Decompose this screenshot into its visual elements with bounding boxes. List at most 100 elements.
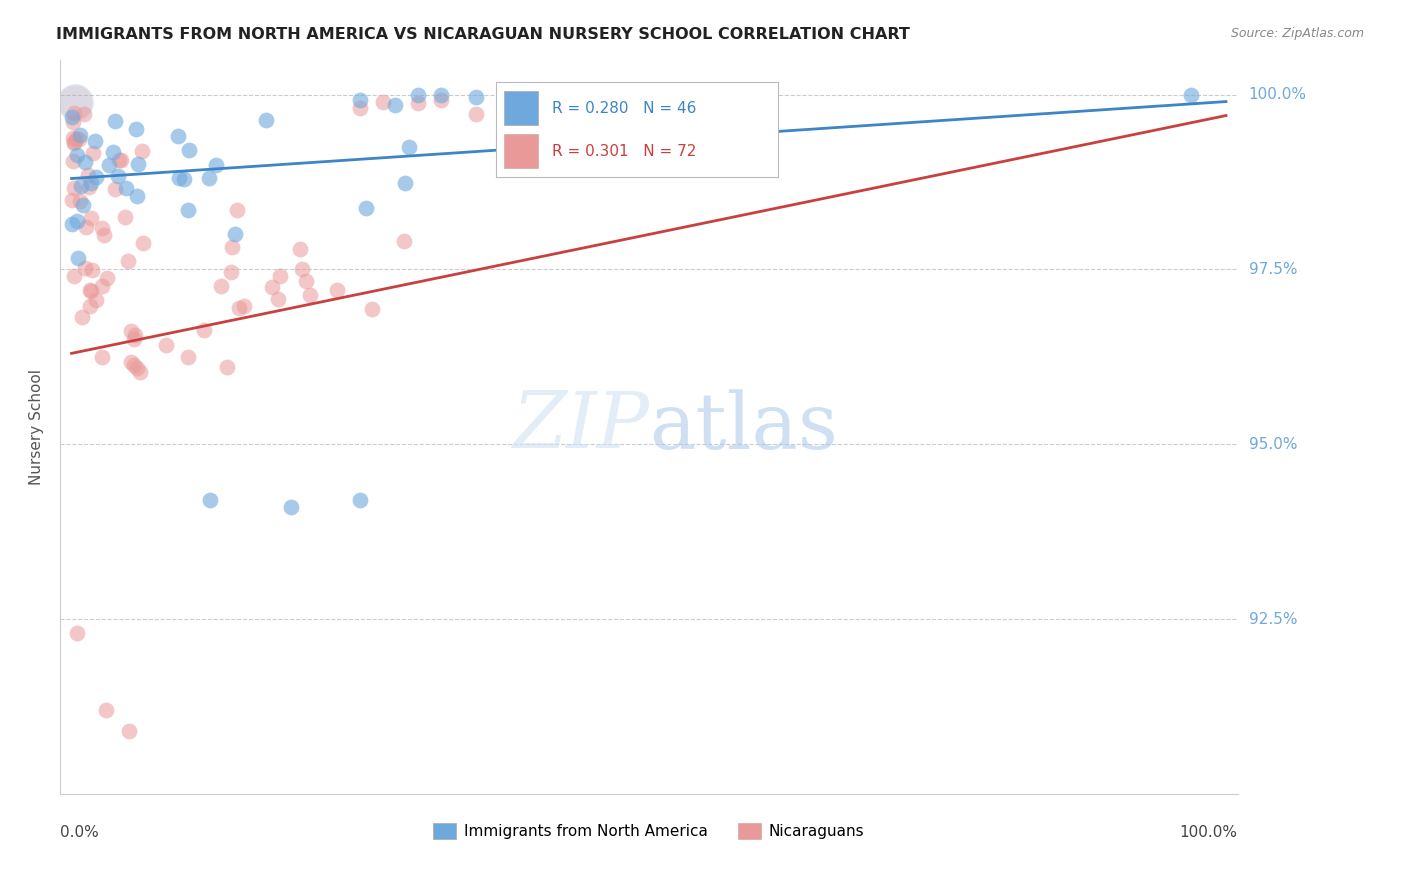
Nicaraguans xyxy=(125,361,148,376)
Nicaraguans xyxy=(82,146,104,161)
Nicaraguans xyxy=(69,194,91,208)
Nicaraguans xyxy=(406,96,429,111)
Point xyxy=(63,95,86,109)
Nicaraguans xyxy=(291,262,314,277)
Immigrants from North America xyxy=(349,93,371,107)
Nicaraguans xyxy=(76,169,98,183)
Immigrants from North America xyxy=(224,227,246,242)
Immigrants from North America xyxy=(115,180,138,194)
Immigrants from North America xyxy=(103,145,125,160)
Nicaraguans xyxy=(91,221,114,235)
Nicaraguans xyxy=(131,145,153,159)
Nicaraguans xyxy=(80,284,103,298)
Nicaraguans xyxy=(79,283,101,297)
Nicaraguans xyxy=(62,115,84,129)
Nicaraguans xyxy=(104,182,127,196)
Y-axis label: Nursery School: Nursery School xyxy=(30,368,44,485)
Nicaraguans xyxy=(108,153,131,167)
Immigrants from North America xyxy=(254,112,277,127)
Immigrants from North America xyxy=(354,201,377,215)
Nicaraguans xyxy=(63,268,86,283)
Immigrants from North America xyxy=(177,143,200,157)
Legend: Immigrants from North America, Nicaraguans: Immigrants from North America, Nicaragua… xyxy=(427,817,870,845)
Immigrants from North America xyxy=(204,158,226,172)
Nicaraguans xyxy=(96,271,118,285)
Immigrants from North America xyxy=(579,97,602,112)
Text: 0.0%: 0.0% xyxy=(60,824,98,839)
Point xyxy=(63,95,86,109)
Nicaraguans xyxy=(62,153,84,168)
Nicaraguans xyxy=(118,724,141,739)
Nicaraguans xyxy=(91,351,114,365)
Nicaraguans xyxy=(84,293,107,307)
Nicaraguans xyxy=(499,93,522,107)
Immigrants from North America xyxy=(107,169,129,184)
Text: ZIP: ZIP xyxy=(512,389,648,465)
Nicaraguans xyxy=(219,265,242,279)
Nicaraguans xyxy=(295,273,318,287)
Immigrants from North America xyxy=(60,110,83,124)
Nicaraguans xyxy=(63,136,86,150)
Nicaraguans xyxy=(262,280,284,294)
Immigrants from North America xyxy=(280,500,302,515)
Immigrants from North America xyxy=(177,203,200,218)
Nicaraguans xyxy=(430,93,453,107)
Nicaraguans xyxy=(349,101,371,115)
Nicaraguans xyxy=(62,135,84,149)
Nicaraguans xyxy=(361,302,384,317)
Nicaraguans xyxy=(60,193,83,207)
Nicaraguans xyxy=(65,131,87,145)
Nicaraguans xyxy=(155,338,177,352)
Nicaraguans xyxy=(373,95,395,109)
Nicaraguans xyxy=(288,242,311,256)
Nicaraguans xyxy=(73,261,96,276)
Nicaraguans xyxy=(177,350,200,364)
Nicaraguans xyxy=(80,262,103,277)
Immigrants from North America xyxy=(1180,87,1202,102)
Immigrants from North America xyxy=(62,218,84,232)
Immigrants from North America xyxy=(127,157,149,171)
Immigrants from North America xyxy=(66,148,89,162)
Nicaraguans xyxy=(221,240,243,254)
Immigrants from North America xyxy=(394,176,416,190)
Nicaraguans xyxy=(122,358,145,372)
Text: Source: ZipAtlas.com: Source: ZipAtlas.com xyxy=(1230,27,1364,40)
Nicaraguans xyxy=(326,284,349,298)
Nicaraguans xyxy=(124,327,146,342)
Nicaraguans xyxy=(110,153,132,167)
Text: 100.0%: 100.0% xyxy=(1180,824,1237,839)
Immigrants from North America xyxy=(384,98,406,112)
Immigrants from North America xyxy=(173,172,195,186)
Immigrants from North America xyxy=(546,100,568,114)
Nicaraguans xyxy=(226,202,249,217)
Text: 100.0%: 100.0% xyxy=(1249,87,1306,102)
Nicaraguans xyxy=(96,703,118,717)
Immigrants from North America xyxy=(73,155,96,169)
Nicaraguans xyxy=(299,288,322,302)
Nicaraguans xyxy=(117,253,139,268)
Text: 95.0%: 95.0% xyxy=(1249,437,1298,451)
Immigrants from North America xyxy=(398,139,420,153)
Nicaraguans xyxy=(193,323,215,337)
Nicaraguans xyxy=(63,181,86,195)
Nicaraguans xyxy=(80,211,103,225)
Nicaraguans xyxy=(75,220,97,235)
Nicaraguans xyxy=(120,324,142,338)
Text: atlas: atlas xyxy=(648,389,838,465)
Immigrants from North America xyxy=(464,89,486,103)
Nicaraguans xyxy=(233,300,256,314)
Nicaraguans xyxy=(66,626,89,640)
Immigrants from North America xyxy=(499,95,522,109)
Nicaraguans xyxy=(209,279,232,293)
Nicaraguans xyxy=(392,234,415,248)
Nicaraguans xyxy=(228,301,250,315)
Nicaraguans xyxy=(269,269,291,284)
Immigrants from North America xyxy=(349,493,371,508)
Immigrants from North America xyxy=(86,169,108,184)
Text: 97.5%: 97.5% xyxy=(1249,262,1298,277)
Immigrants from North America xyxy=(406,88,429,103)
Text: IMMIGRANTS FROM NORTH AMERICA VS NICARAGUAN NURSERY SCHOOL CORRELATION CHART: IMMIGRANTS FROM NORTH AMERICA VS NICARAG… xyxy=(56,27,910,42)
Nicaraguans xyxy=(70,310,93,324)
Nicaraguans xyxy=(62,131,84,145)
Nicaraguans xyxy=(114,211,136,225)
